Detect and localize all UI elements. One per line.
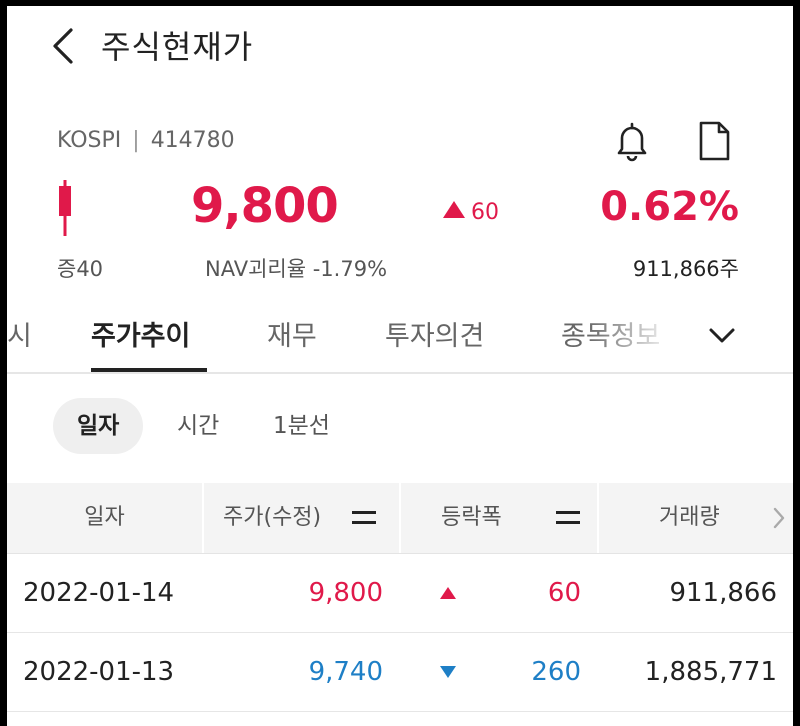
- cell-volume: 1,885,771: [644, 657, 777, 687]
- cell-date: 2022-01-13: [23, 657, 175, 687]
- market-name: KOSPI: [57, 128, 122, 153]
- margin-rate: 증40: [57, 257, 104, 281]
- change-percent: 0.62%: [600, 184, 739, 230]
- bell-icon[interactable]: [611, 120, 653, 162]
- table-row[interactable]: 2022-01-14 9,800 60 911,866: [7, 554, 793, 633]
- column-header-price[interactable]: 주가(수정): [223, 505, 322, 530]
- screen: 주식현재가 KOSPI | 414780 9,800 60 0.62% 증40 …: [7, 6, 793, 726]
- column-divider: [399, 483, 401, 553]
- sort-icon[interactable]: [555, 509, 581, 527]
- current-price: 9,800: [191, 178, 339, 234]
- stock-market-code: KOSPI | 414780: [57, 128, 235, 153]
- cell-price: 9,800: [308, 578, 383, 608]
- page-title: 주식현재가: [101, 28, 254, 66]
- trade-volume: 911,866주: [632, 257, 739, 281]
- nav-disparity: NAV괴리율 -1.79%: [205, 257, 388, 281]
- chevron-right-icon[interactable]: [771, 505, 787, 531]
- cell-date: 2022-01-14: [23, 578, 175, 608]
- column-header-volume[interactable]: 거래량: [659, 505, 720, 530]
- table-header: 일자 주가(수정) 등락폭 거래량: [7, 483, 793, 554]
- up-triangle-icon: [443, 201, 465, 218]
- cell-volume: 911,866: [669, 578, 777, 608]
- period-daily-button[interactable]: 일자: [53, 398, 144, 454]
- tab-price-trend[interactable]: 주가추이: [91, 321, 191, 352]
- up-triangle-icon: [440, 587, 456, 599]
- cell-price: 9,740: [308, 657, 383, 687]
- tab-financials[interactable]: 재무: [267, 321, 317, 352]
- stock-code: 414780: [150, 128, 235, 153]
- column-header-date[interactable]: 일자: [84, 505, 125, 530]
- sort-icon[interactable]: [351, 509, 377, 527]
- table-row[interactable]: 2022-01-13 9,740 260 1,885,771: [7, 633, 793, 712]
- tab-chart[interactable]: 시: [7, 321, 32, 352]
- active-tab-indicator: [91, 368, 207, 372]
- separator: |: [132, 128, 140, 153]
- back-arrow-icon[interactable]: [49, 26, 79, 66]
- candlestick-icon: [59, 180, 71, 236]
- tab-fade-overlay: [587, 310, 697, 366]
- cell-change: 260: [531, 657, 581, 687]
- period-time-button[interactable]: 시간: [177, 413, 220, 439]
- price-change: 60: [443, 200, 499, 225]
- tab-investment-opinion[interactable]: 투자의견: [385, 321, 485, 352]
- column-divider: [202, 483, 204, 553]
- cell-change: 60: [547, 578, 581, 608]
- document-icon[interactable]: [695, 120, 733, 162]
- column-divider: [597, 483, 599, 553]
- price-change-value: 60: [471, 200, 499, 225]
- down-triangle-icon: [440, 666, 456, 678]
- period-1min-button[interactable]: 1분선: [273, 413, 330, 439]
- chevron-down-icon[interactable]: [707, 320, 737, 350]
- column-header-change[interactable]: 등락폭: [441, 505, 502, 530]
